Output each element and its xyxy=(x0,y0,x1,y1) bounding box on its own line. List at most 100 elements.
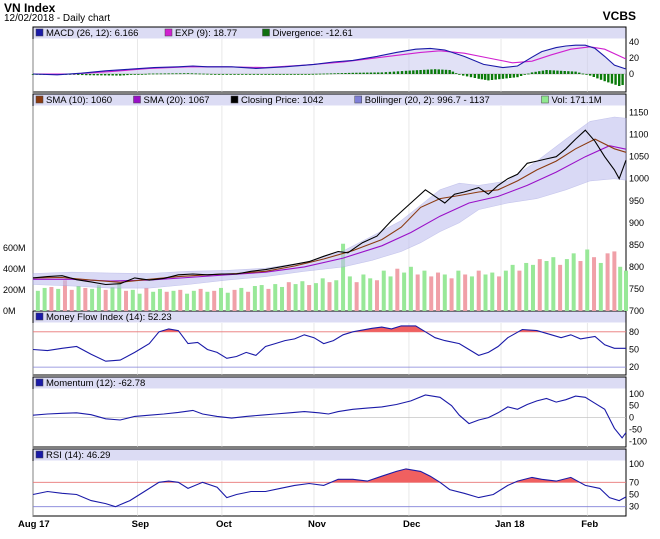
legend-swatch-price-1 xyxy=(133,95,141,104)
price-y-tick-3: 1000 xyxy=(629,174,649,184)
divergence-bar xyxy=(556,70,559,74)
volume-bar-36 xyxy=(280,286,285,311)
legend-band-price xyxy=(33,94,626,106)
divergence-bar xyxy=(527,73,530,75)
divergence-bar xyxy=(347,72,351,74)
divergence-bar xyxy=(237,74,240,75)
divergence-bar xyxy=(182,73,186,75)
chart-title: VN Index xyxy=(4,1,56,15)
volume-bar-1 xyxy=(42,287,47,311)
panel-frame-momentum xyxy=(32,376,627,448)
volume-bar-87 xyxy=(624,270,628,311)
divergence-bar xyxy=(244,74,248,75)
x-tick-label-0: Aug 17 xyxy=(18,519,50,530)
divergence-bar xyxy=(423,69,426,74)
divergence-bar xyxy=(574,71,577,74)
divergence-bar xyxy=(512,74,516,78)
mfi-y-tick-1: 50 xyxy=(629,344,639,354)
divergence-bar xyxy=(119,74,122,76)
divergence-bar xyxy=(607,74,610,83)
divergence-bar xyxy=(599,74,603,80)
divergence-bar xyxy=(351,72,354,74)
volume-bar-54 xyxy=(402,272,407,311)
volume-bar-80 xyxy=(578,261,583,311)
rsi-y-tick-0: 100 xyxy=(629,459,644,469)
legend-swatch-price-0 xyxy=(35,95,44,104)
divergence-bar xyxy=(490,74,494,80)
divergence-bar xyxy=(282,74,285,75)
price-y-tick-6: 850 xyxy=(629,240,644,250)
divergence-bar xyxy=(458,74,461,75)
legend-swatch-rsi-0 xyxy=(35,450,44,459)
volume-bar-3 xyxy=(56,288,61,311)
legend-swatch-price-3 xyxy=(354,95,362,104)
legend-label-macd-2: Divergence: -12.61 xyxy=(273,28,353,39)
price-y-tick-1: 1100 xyxy=(629,130,648,140)
divergence-bar xyxy=(408,70,411,74)
volume-bar-60 xyxy=(442,274,447,311)
legend-label-price-2: Closing Price: 1042 xyxy=(241,95,323,106)
volume-bar-72 xyxy=(524,262,529,311)
divergence-bar xyxy=(444,69,448,74)
brand-label: VCBS xyxy=(602,9,636,23)
volume-y-tick-2: 200M xyxy=(3,285,26,295)
divergence-bar xyxy=(483,74,487,80)
volume-bar-34 xyxy=(266,288,271,311)
divergence-bar xyxy=(129,74,133,75)
x-tick-label-6: Feb xyxy=(581,519,598,530)
x-tick-label-5: Jan 18 xyxy=(495,519,525,530)
volume-bar-5 xyxy=(69,289,74,311)
divergence-bar xyxy=(198,73,201,75)
divergence-bar xyxy=(300,74,304,75)
divergence-bar xyxy=(107,74,111,76)
divergence-bar xyxy=(202,73,205,75)
momentum-y-tick-4: -100 xyxy=(629,436,647,446)
legend-label-macd-1: EXP (9): 18.77 xyxy=(175,28,237,39)
price-y-tick-0: 1150 xyxy=(629,108,648,118)
divergence-bar xyxy=(621,74,624,86)
legend-band-momentum xyxy=(33,377,626,389)
volume-bar-21 xyxy=(178,289,183,311)
momentum-line xyxy=(32,394,627,439)
volume-bar-33 xyxy=(259,285,264,311)
divergence-bar xyxy=(96,74,99,76)
divergence-bar xyxy=(441,69,444,74)
volume-bar-8 xyxy=(90,288,95,311)
divergence-bar xyxy=(137,74,140,75)
volume-bar-81 xyxy=(585,249,590,311)
volume-bar-78 xyxy=(564,259,569,311)
divergence-bar xyxy=(530,72,534,74)
volume-bar-86 xyxy=(618,266,623,311)
divergence-bar xyxy=(392,71,396,74)
divergence-bar xyxy=(380,72,384,74)
volume-bar-44 xyxy=(334,280,339,311)
divergence-bar xyxy=(190,73,194,75)
divergence-bar xyxy=(140,74,144,75)
divergence-bar xyxy=(498,74,501,80)
legend-band-mfi xyxy=(33,311,626,323)
volume-bar-28 xyxy=(225,292,230,311)
volume-bar-13 xyxy=(124,290,129,311)
momentum-y-tick-2: 0 xyxy=(629,413,634,423)
divergence-bar xyxy=(267,74,271,75)
divergence-bar xyxy=(179,73,182,75)
divergence-bar xyxy=(148,73,151,75)
divergence-bar xyxy=(151,73,155,75)
divergence-bar xyxy=(122,74,126,76)
divergence-bar xyxy=(366,72,369,74)
legend-swatch-macd-1 xyxy=(164,28,173,37)
divergence-bar xyxy=(355,72,358,74)
divergence-bar xyxy=(155,73,159,75)
divergence-bar xyxy=(603,74,606,82)
plot-layer xyxy=(31,44,628,508)
legend-swatch-momentum-0 xyxy=(35,378,44,387)
divergence-bar xyxy=(115,74,118,76)
divergence-bar xyxy=(505,74,508,79)
divergence-bar xyxy=(333,73,336,75)
volume-bar-9 xyxy=(96,285,101,311)
volume-bar-51 xyxy=(381,270,386,311)
volume-bar-41 xyxy=(313,283,318,311)
divergence-bar xyxy=(534,71,537,74)
volume-bar-37 xyxy=(286,282,291,311)
